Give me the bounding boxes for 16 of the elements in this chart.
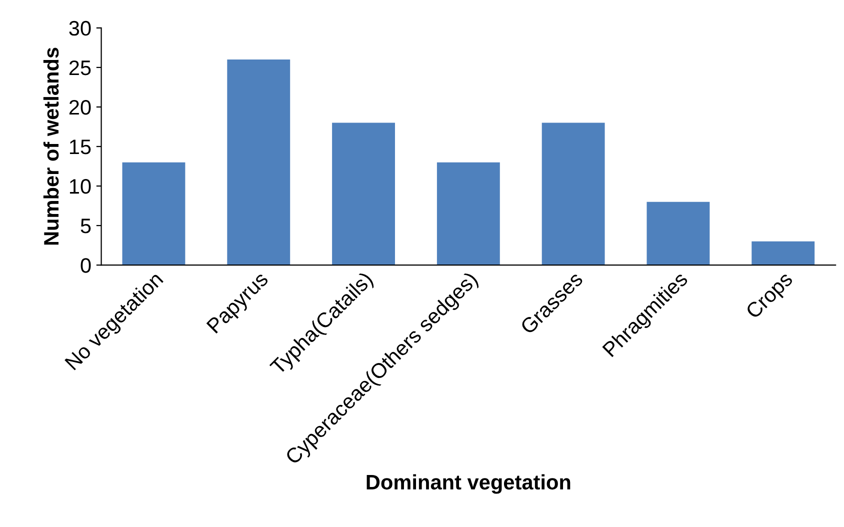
y-tick-label: 30 [69,20,91,36]
bar [436,162,500,266]
x-axis-title: Dominant vegetation [366,474,570,494]
bar [122,162,186,266]
y-axis-title: Number of wetlands [43,48,59,245]
bar [542,122,605,266]
y-tick-label: 5 [80,218,91,234]
y-tick-label: 20 [69,100,91,115]
bar [646,202,710,266]
bar [752,241,815,266]
bar [332,122,395,266]
y-tick-label: 10 [70,179,91,194]
y-tick-label: 0 [80,258,91,273]
y-tick-label: 15 [70,140,91,154]
y-tick-label: 25 [69,60,91,76]
bar [227,60,290,266]
